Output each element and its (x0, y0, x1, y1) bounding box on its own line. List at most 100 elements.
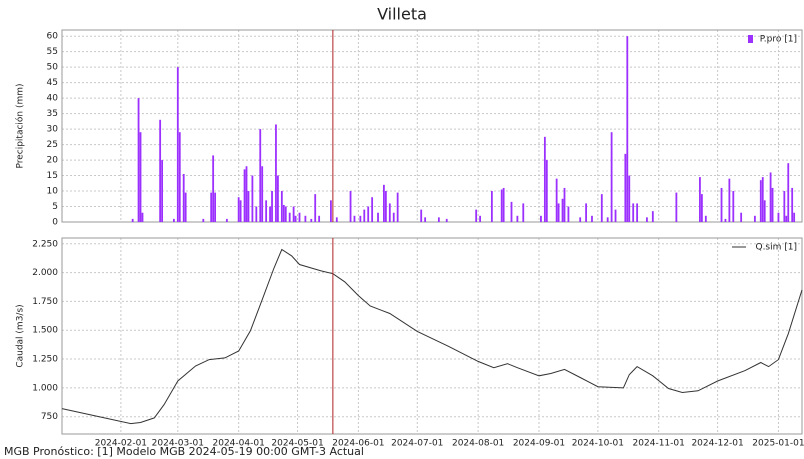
bar (624, 153, 627, 222)
bar (545, 160, 548, 222)
bar (159, 119, 162, 222)
bar (600, 194, 603, 222)
x-tick-label: 2024-10-01 (572, 439, 624, 449)
bar (761, 177, 764, 222)
bar (543, 136, 546, 222)
bar (763, 200, 766, 222)
bar (359, 215, 362, 222)
bar (237, 197, 240, 222)
legend-swatch (748, 35, 753, 43)
bar (137, 98, 140, 222)
legend-label: Q.sim [1] (755, 243, 797, 253)
x-tick-label: 2024-11-01 (633, 439, 685, 449)
bar (294, 215, 297, 222)
bar (330, 200, 332, 222)
bar (500, 189, 503, 222)
bar (335, 217, 338, 222)
bar (783, 191, 786, 222)
bar (251, 175, 254, 222)
x-tick-label: 2024-02-01 (95, 439, 147, 449)
bar (793, 212, 796, 222)
bar (269, 206, 271, 222)
bar (636, 203, 639, 222)
bar (479, 215, 481, 222)
bar (522, 203, 525, 222)
bar (304, 215, 307, 222)
bar (314, 194, 317, 222)
y-tick-label: 20 (47, 156, 59, 166)
bar (769, 172, 772, 222)
x-tick-label: 2025-01-01 (752, 439, 804, 449)
bar (475, 209, 478, 222)
bar (288, 212, 291, 222)
y-tick-label: 2.250 (32, 239, 58, 249)
x-tick-label: 2024-04-01 (213, 439, 265, 449)
bar (759, 180, 762, 222)
bar (424, 217, 427, 222)
bar (579, 217, 582, 222)
bar (699, 177, 701, 222)
bar (298, 212, 301, 222)
x-tick-label: 2024-08-01 (452, 439, 504, 449)
bar (700, 194, 703, 222)
bar (388, 203, 391, 222)
bar (371, 197, 374, 222)
y-tick-label: 1.500 (32, 326, 58, 336)
bar (753, 215, 756, 222)
y-tick-label: 50 (47, 63, 59, 73)
bar (384, 191, 387, 222)
bar (396, 192, 399, 222)
bar (210, 192, 213, 222)
bar (704, 215, 707, 222)
bar (131, 218, 134, 222)
bar (172, 218, 175, 222)
y-tick-label: 15 (47, 171, 58, 181)
bar (777, 212, 780, 222)
bar (785, 215, 788, 222)
y-tick-label: 5 (52, 202, 58, 212)
bar (651, 211, 654, 222)
bar (259, 129, 262, 222)
bar (610, 132, 613, 222)
bar (628, 175, 631, 222)
y-tick-label: 1.250 (32, 355, 58, 365)
line (61, 248, 803, 425)
bar (563, 187, 566, 222)
bar (176, 67, 179, 223)
bar (646, 217, 648, 222)
bar (585, 203, 587, 222)
bar (280, 191, 283, 222)
bar (591, 215, 593, 222)
y-tick-label: 2.000 (32, 268, 58, 278)
bar (675, 192, 678, 222)
y-tick-label: 1.000 (32, 383, 58, 393)
y-tick-label: 1.750 (32, 297, 58, 307)
bar (225, 218, 228, 222)
bar (284, 206, 287, 222)
bar (275, 124, 277, 222)
bar (392, 212, 395, 222)
bar (178, 132, 181, 222)
bar (292, 206, 295, 222)
y-tick-label: 55 (47, 47, 58, 57)
y-tick-label: 10 (47, 187, 59, 197)
bar (445, 218, 448, 222)
bar (724, 218, 727, 222)
x-tick-label: 2024-03-01 (152, 439, 204, 449)
bar (720, 187, 723, 222)
bar (271, 191, 273, 222)
bar (243, 169, 246, 222)
y-tick-label: 60 (47, 32, 59, 42)
footer: MGB Pronóstico: [1] Modelo MGB 2024-05-1… (4, 445, 364, 458)
bar (728, 178, 731, 222)
y-tick-label: 0 (52, 218, 58, 228)
y-tick-label: 750 (41, 412, 58, 422)
x-tick-label: 2024-07-01 (391, 439, 443, 449)
bar (555, 178, 558, 222)
bar (732, 191, 735, 222)
x-tick-label: 2024-05-01 (271, 439, 323, 449)
bar (383, 184, 385, 222)
y-tick-label: 35 (47, 109, 58, 119)
bar (510, 201, 513, 222)
bar (540, 215, 542, 222)
